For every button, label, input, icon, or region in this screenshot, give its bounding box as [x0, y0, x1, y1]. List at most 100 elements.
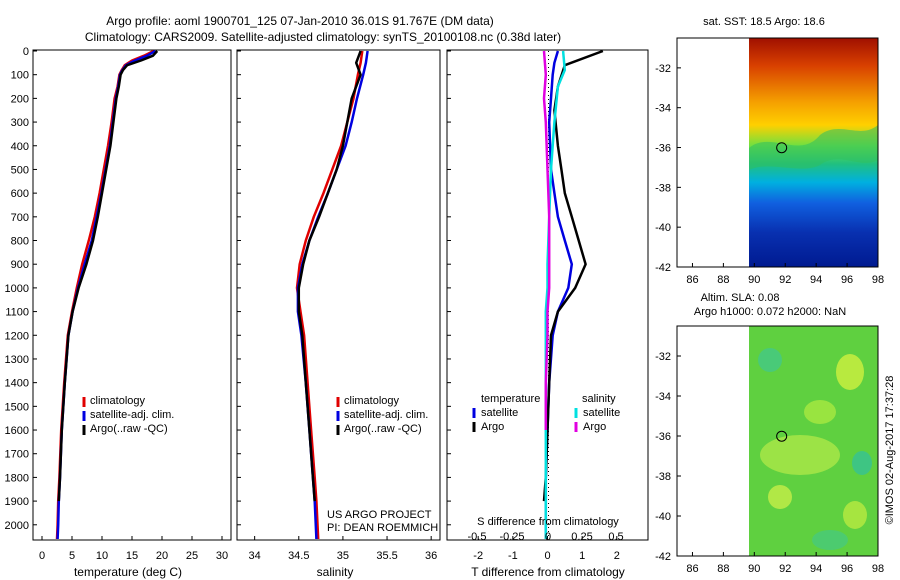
- salinity-xlabel: salinity: [317, 565, 354, 579]
- sla-anomaly-patch: [852, 451, 872, 475]
- sla-map-subtitle: Argo h1000: 0.072 h2000: NaN: [694, 306, 846, 318]
- x-tick-label: 34: [249, 550, 261, 562]
- salinity-panel: 34 34.5 35 35.5 36 salinity climatology sate…: [236, 49, 441, 579]
- salinity-axes-frame: [236, 49, 441, 541]
- x-tick-label: 36: [425, 550, 437, 562]
- difference-lines: [542, 49, 604, 539]
- s-difference-xlabel: S difference from climatology: [477, 516, 619, 528]
- legend-label-t-satellite: satellite: [481, 407, 518, 419]
- depth-tick-label: 1500: [5, 401, 29, 413]
- depth-tick-label: 200: [11, 93, 29, 105]
- map-x-tick-label: 96: [841, 274, 853, 286]
- legend-label-climatology: climatology: [344, 395, 400, 407]
- map-x-tick-label: 88: [717, 274, 729, 286]
- legend-label-satellite: satellite-adj. clim.: [344, 409, 428, 421]
- x-tick-label: 10: [96, 550, 108, 562]
- depth-tick-label: 1700: [5, 449, 29, 461]
- sla-anomaly-patch: [804, 400, 836, 424]
- depth-tick-label: 1600: [5, 425, 29, 437]
- map-y-tick-label: -34: [655, 103, 671, 115]
- sla-axes-frame: [676, 325, 879, 557]
- title-line-2: Climatology: CARS2009. Satellite-adjuste…: [85, 30, 561, 44]
- temperature-x-ticks: 0 5 10 15 20 25 30: [39, 536, 228, 562]
- x-tick-label: 20: [156, 550, 168, 562]
- title-line-1: Argo profile: aoml 1900701_125 07-Jan-20…: [106, 14, 494, 28]
- map-y-tick-label: -40: [655, 222, 671, 234]
- sla-anomaly-patch: [812, 530, 848, 550]
- x-tick-label: 1: [579, 550, 585, 562]
- legend-label-t-argo: Argo: [481, 421, 504, 433]
- sla-map-panel: Altim. SLA: 0.08 Argo h1000: 0.072 h2000…: [655, 292, 896, 575]
- x-tick-label: 30: [216, 550, 228, 562]
- depth-tick-label: 1100: [5, 307, 29, 319]
- x-tick-label: 15: [126, 550, 138, 562]
- sst-front-band: [749, 125, 878, 170]
- map-y-tick-label: -32: [655, 351, 671, 363]
- project-annotation: US ARGO PROJECT: [327, 509, 432, 521]
- depth-axis: 0 100 200 300 400 500 600 700 800 900 1000 1100 1200…: [5, 46, 37, 532]
- temperature-panel: 0100200300400500600700800900100011001200…: [5, 46, 232, 579]
- difference-legend: temperature salinity satellite Argo sate…: [472, 393, 620, 433]
- sst-axes-frame: [676, 37, 879, 268]
- difference-panel: -2 -1 0 1 2 S difference from climatology -0…: [446, 49, 649, 579]
- legend-label-argo: Argo(..raw -QC): [344, 423, 422, 435]
- x-tick-label: 5: [69, 550, 75, 562]
- map-y-tick-label: -34: [655, 391, 671, 403]
- depth-tick-label: 300: [11, 117, 29, 129]
- sla-anomaly-patch: [760, 435, 840, 475]
- copyright-timestamp: ©IMOS 02-Aug-2017 17:37:28: [884, 376, 896, 525]
- map-y-tick-label: -40: [655, 511, 671, 523]
- s-tick-label: 0.25: [571, 531, 592, 543]
- legend-label-satellite: satellite-adj. clim.: [90, 409, 174, 421]
- temperature-legend: climatology satellite-adj. clim. Argo(..…: [82, 395, 174, 435]
- sla-anomaly-patch: [843, 501, 867, 529]
- map-x-tick-label: 86: [686, 274, 698, 286]
- s-tick-label: -0.5: [468, 531, 487, 543]
- legend-label-argo: Argo(..raw -QC): [90, 423, 168, 435]
- depth-tick-label: 1400: [5, 378, 29, 390]
- map-y-tick-label: -38: [655, 182, 671, 194]
- depth-tick-label: 1300: [5, 354, 29, 366]
- depth-tick-label: 900: [11, 259, 29, 271]
- depth-tick-label: 1200: [5, 330, 29, 342]
- map-y-tick-label: -38: [655, 471, 671, 483]
- depth-tick-label: 400: [11, 141, 29, 153]
- legend-label-s-argo: Argo: [583, 421, 606, 433]
- temperature-lines: [55, 49, 159, 540]
- depth-tick-label: 1800: [5, 472, 29, 484]
- series-line-t-argo: [542, 49, 604, 502]
- series-line-s-argo: [542, 50, 551, 430]
- salinity-x-ticks: 34 34.5 35 35.5 36: [237, 50, 437, 562]
- sla-anomaly-patch: [768, 485, 792, 509]
- depth-tick-label: 1900: [5, 496, 29, 508]
- sst-map-panel: sat. SST: 18.5 Argo: 18.6 86 88 90 92 94 96 98…: [655, 16, 884, 286]
- s-tick-label: 0: [545, 531, 551, 543]
- sla-heatmap-texture: [758, 348, 872, 550]
- x-tick-label: 34.5: [288, 550, 309, 562]
- difference-x-ticks: -2 -1 0 1 2: [447, 50, 620, 562]
- series-line-climatology: [55, 49, 155, 540]
- series-line-argo: [297, 50, 362, 502]
- salinity-legend: climatology satellite-adj. clim. Argo(..…: [336, 395, 428, 435]
- map-x-tick-label: 98: [872, 274, 884, 286]
- series-line-satellite-adj-clim-: [296, 50, 369, 540]
- map-x-tick-label: 92: [779, 563, 791, 575]
- depth-tick-label: 100: [11, 70, 29, 82]
- series-line-climatology: [295, 50, 364, 540]
- x-tick-label: -1: [508, 550, 518, 562]
- x-tick-label: -2: [473, 550, 483, 562]
- legend-group-temperature: temperature: [481, 393, 540, 405]
- map-y-tick-label: -32: [655, 63, 671, 75]
- sla-map-ticks: 86 88 90 92 94 96 98 -32 -34 -36 -38 -40 -42: [655, 351, 884, 575]
- sla-anomaly-patch: [836, 354, 864, 390]
- map-x-tick-label: 98: [872, 563, 884, 575]
- map-x-tick-label: 88: [717, 563, 729, 575]
- series-line-satellite-adj-clim-: [56, 49, 157, 540]
- t-difference-xlabel: T difference from climatology: [471, 565, 625, 579]
- s-tick-label: 0.5: [608, 531, 623, 543]
- salinity-lines: [295, 50, 369, 540]
- legend-group-salinity: salinity: [582, 393, 616, 405]
- x-tick-label: 25: [186, 550, 198, 562]
- x-tick-label: 0: [544, 550, 550, 562]
